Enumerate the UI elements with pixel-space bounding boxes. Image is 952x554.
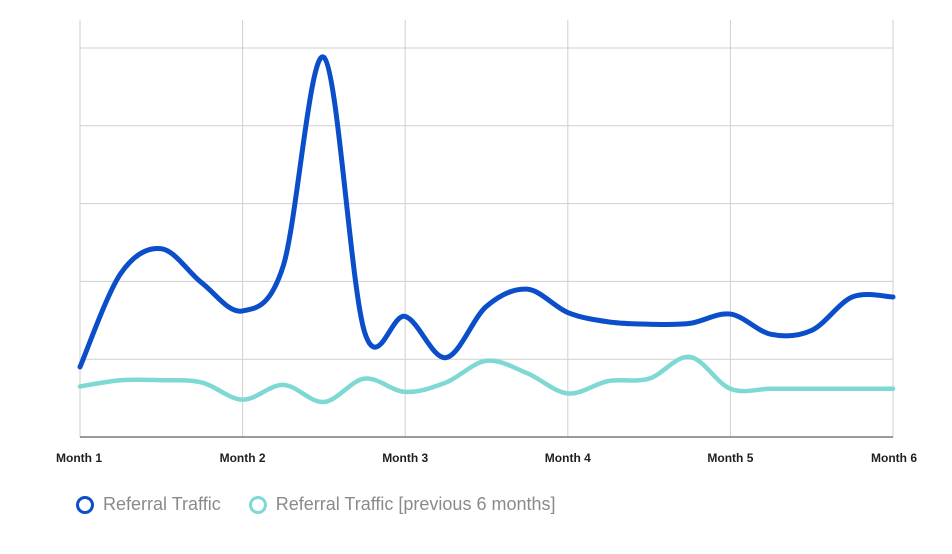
- x-tick-label: Month 3: [382, 451, 428, 465]
- legend-item-referral-traffic-previous[interactable]: Referral Traffic [previous 6 months]: [248, 494, 556, 515]
- grid: [79, 20, 894, 437]
- legend-swatch-icon: [76, 495, 94, 514]
- x-tick-labels: Month 1 Month 2 Month 3 Month 4 Month 5 Month…: [56, 451, 917, 465]
- line-chart: Month 1 Month 2 Month 3 Month 4 Month 5 Month…: [56, 20, 917, 465]
- legend-label: Referral Traffic [previous 6 months]: [275, 494, 556, 514]
- x-tick-label: Month 5: [707, 451, 753, 465]
- x-tick-label: Month 2: [220, 451, 266, 465]
- x-tick-label: Month 6: [871, 451, 917, 465]
- x-tick-label: Month 1: [56, 451, 102, 465]
- series-line-referral-traffic-previous: [77, 354, 896, 405]
- legend: Referral Traffic Referral Traffic [previ…: [76, 494, 584, 515]
- series-line-referral-traffic: [77, 54, 896, 370]
- legend-item-referral-traffic[interactable]: Referral Traffic: [76, 494, 221, 515]
- x-tick-label: Month 4: [545, 451, 591, 465]
- legend-swatch-icon: [248, 495, 267, 514]
- legend-label: Referral Traffic: [103, 494, 221, 514]
- series-group: [77, 54, 896, 405]
